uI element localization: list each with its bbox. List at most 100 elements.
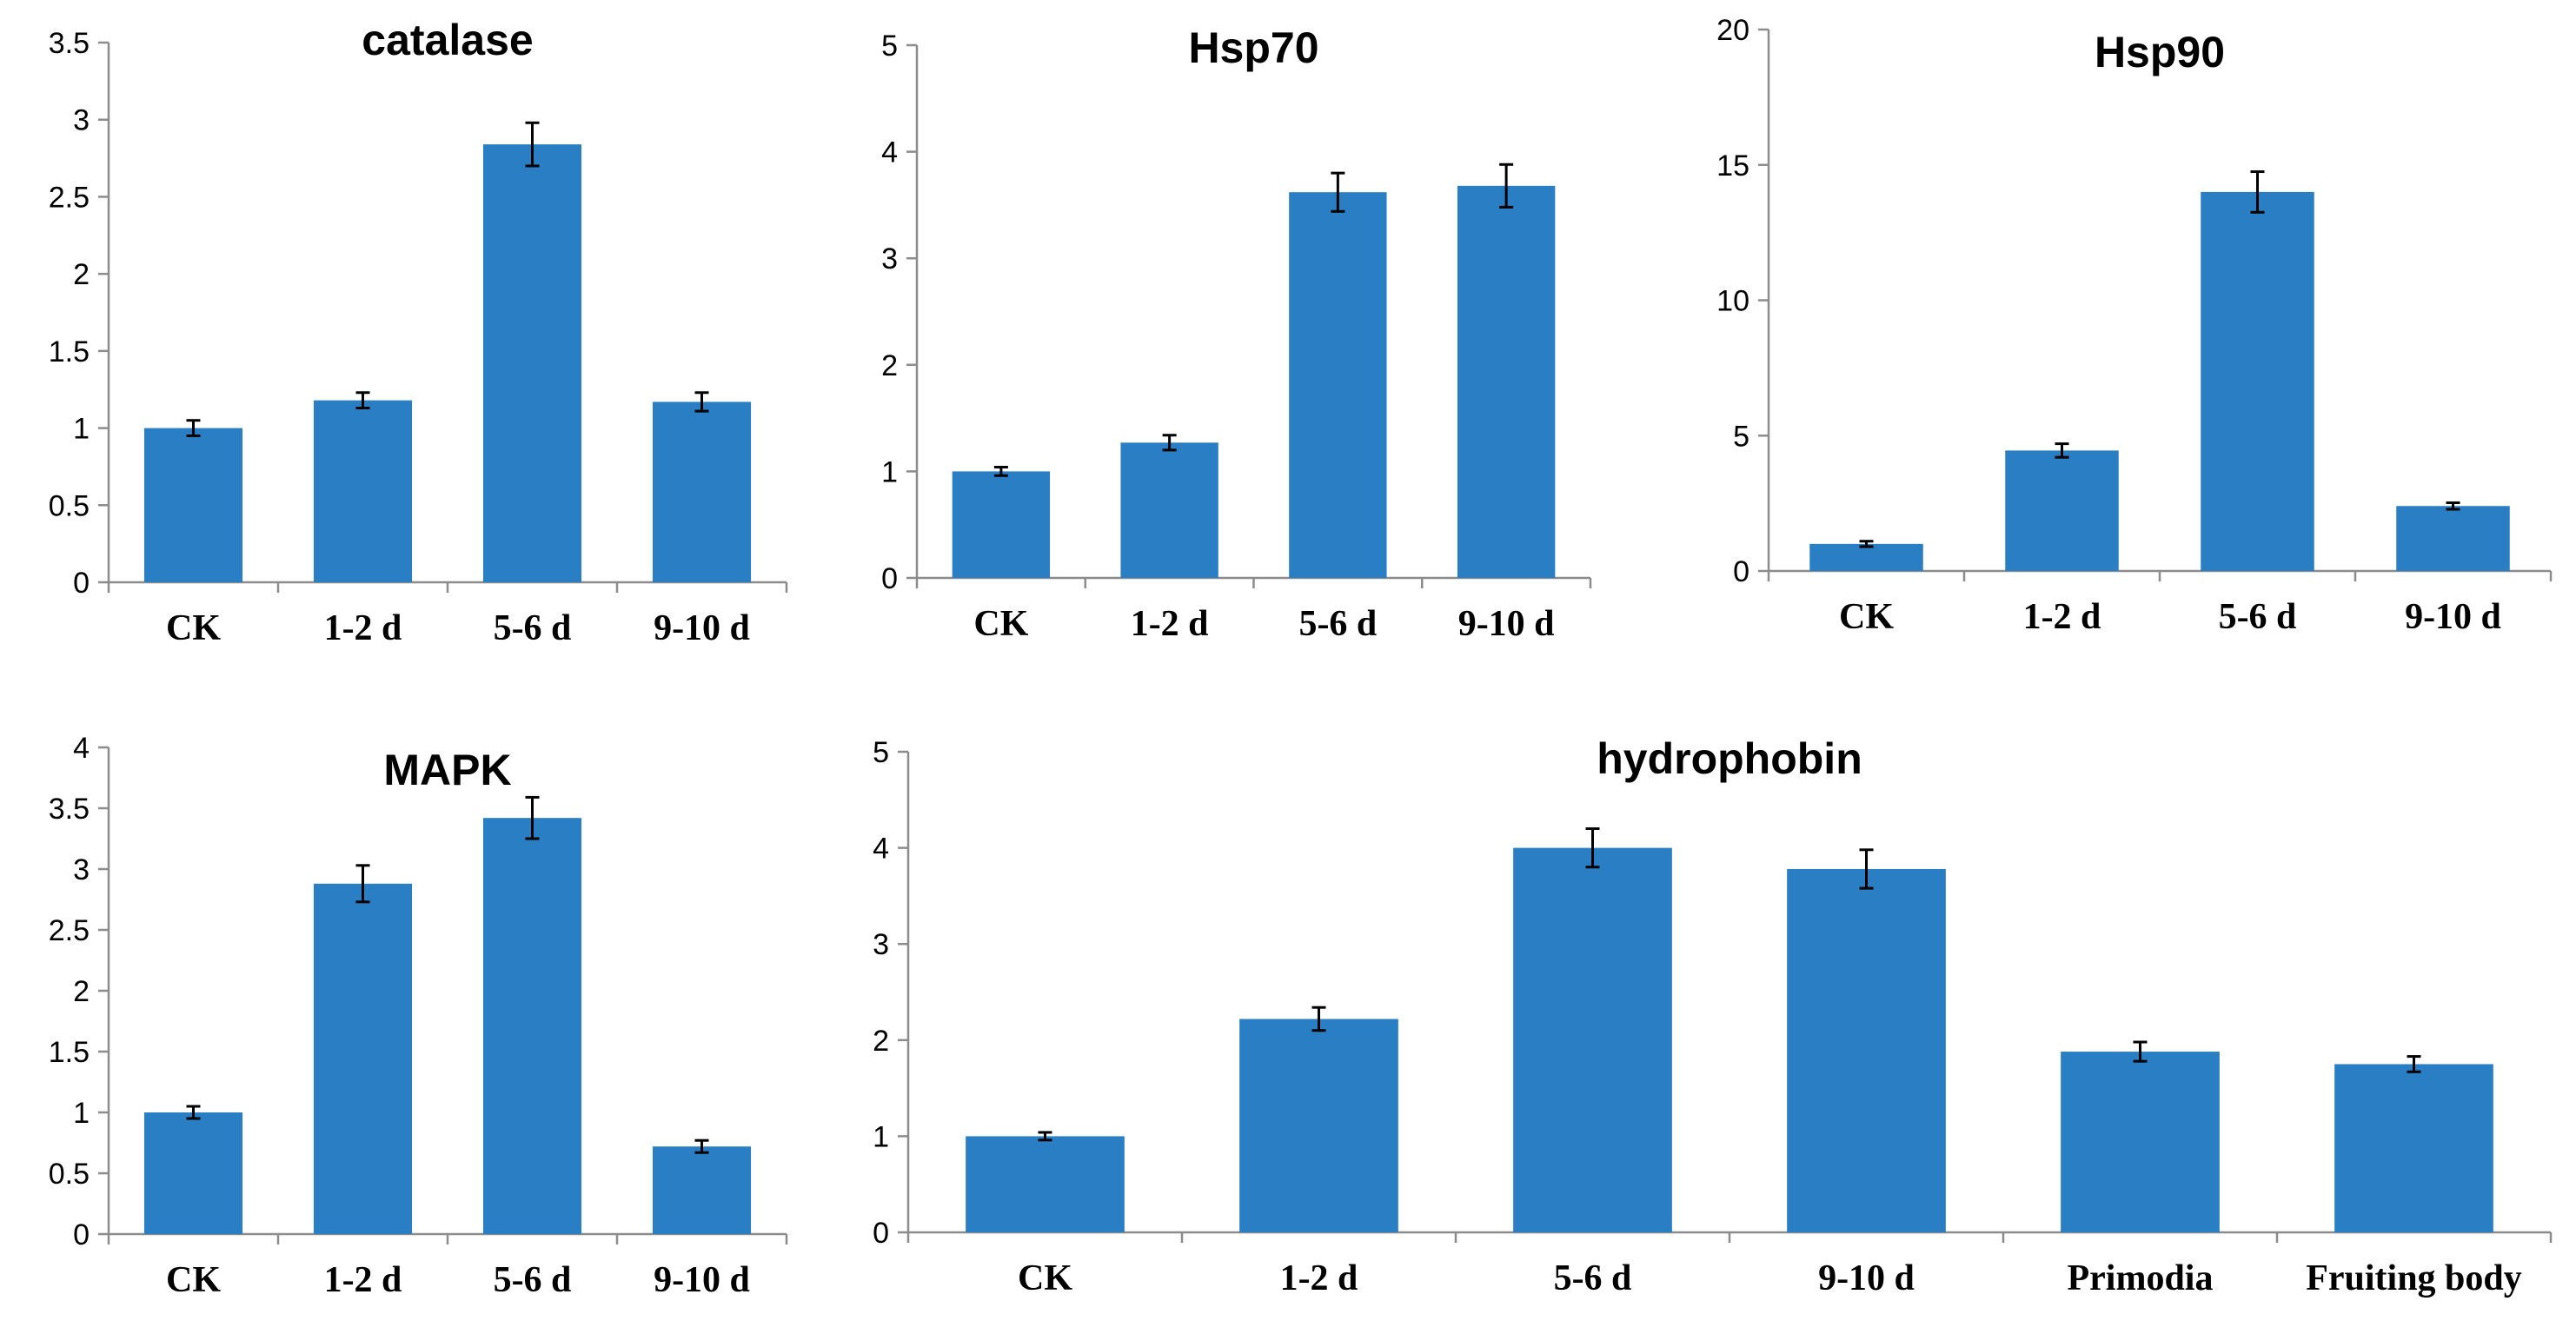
y-tick-label: 4 (73, 732, 90, 765)
bar-hydrophobin-0 (966, 1136, 1125, 1232)
y-tick-label: 0 (1733, 555, 1749, 588)
x-tick-label: CK (166, 1260, 221, 1300)
x-tick-label: 1-2 d (324, 608, 402, 648)
bar-hsp70-1 (1120, 442, 1218, 578)
chart-title: hydrophobin (1597, 734, 1862, 783)
y-tick-label: 1 (73, 1097, 90, 1130)
bar-mapk-2 (482, 818, 582, 1234)
bar-hydrophobin-2 (1513, 847, 1672, 1232)
chart-title: Hsp70 (1188, 23, 1318, 72)
error-bar (355, 391, 370, 410)
bar-hydrophobin-1 (1239, 1019, 1398, 1232)
bar-catalase-2 (482, 144, 582, 583)
bar-catalase-1 (313, 400, 413, 582)
y-tick-label: 2 (873, 1025, 889, 1058)
x-tick-label: 9-10 d (1458, 604, 1555, 644)
error-bar (1311, 1006, 1326, 1032)
y-tick-label: 2 (881, 349, 898, 382)
chart-mapk: MAPK 0 0.5 1 1.5 2 2.5 3 3.5 4 CK 1-2 d 5-6 d 9-10 d (49, 732, 788, 1300)
bar-mapk-1 (313, 883, 413, 1234)
error-bar (1859, 848, 1874, 890)
chart-title: catalase (362, 16, 533, 64)
y-tick-label: 4 (873, 833, 889, 866)
x-tick-label: CK (1839, 597, 1894, 637)
error-bar (355, 864, 370, 904)
error-bar (2407, 1055, 2421, 1073)
error-bar (2250, 170, 2265, 214)
y-tick-label: 5 (873, 736, 889, 769)
bar-mapk-0 (143, 1112, 243, 1234)
x-tick-label: CK (166, 608, 221, 648)
y-tick-label: 2.5 (49, 914, 90, 947)
y-tick-label: 0 (73, 1218, 90, 1251)
y-tick-label: 0 (873, 1217, 889, 1250)
x-tick-label: 9-10 d (2405, 597, 2501, 637)
y-tick-label: 5 (881, 30, 898, 63)
bar-hsp90-0 (1809, 543, 1923, 571)
bar-hsp70-2 (1289, 192, 1387, 579)
bar-hsp70-0 (952, 471, 1051, 578)
y-tick-label: 3.5 (49, 793, 90, 826)
error-bar (2446, 501, 2460, 511)
error-bar (1038, 1131, 1052, 1142)
y-tick-label: 3 (873, 928, 889, 961)
chart-hsp90: Hsp90 0 5 10 15 20 CK 1-2 d 5-6 d 9-10 d (1716, 14, 2553, 637)
y-tick-label: 1.5 (49, 335, 90, 368)
error-bar (694, 391, 709, 413)
bar-hydrophobin-3 (1787, 868, 1946, 1232)
error-bar (186, 419, 201, 437)
y-tick-label: 1 (73, 413, 90, 446)
bar-hsp90-2 (2201, 191, 2314, 571)
error-bar (1585, 826, 1600, 869)
x-tick-label: 5-6 d (1298, 604, 1377, 644)
y-tick-label: 0.5 (49, 1158, 90, 1191)
x-tick-label: CK (1018, 1258, 1072, 1298)
x-tick-label: 5-6 d (494, 608, 572, 648)
y-tick-label: 0.5 (49, 489, 90, 522)
error-bar (2055, 442, 2069, 459)
bar-hsp90-3 (2396, 506, 2510, 571)
chart-title: MAPK (383, 746, 511, 794)
y-tick-label: 2 (73, 975, 90, 1008)
x-tick-label: 1-2 d (2023, 597, 2101, 637)
error-bar (993, 465, 1008, 477)
x-tick-label: 1-2 d (324, 1260, 402, 1300)
error-bar (525, 795, 540, 840)
error-bar (694, 1138, 709, 1154)
y-tick-label: 1 (881, 455, 898, 488)
y-tick-label: 0 (881, 562, 898, 595)
y-tick-label: 0 (73, 567, 90, 600)
bar-hsp90-1 (2005, 450, 2119, 571)
y-tick-label: 5 (1733, 420, 1749, 453)
x-tick-label: 9-10 d (654, 608, 750, 648)
y-tick-label: 15 (1716, 149, 1749, 183)
x-tick-label: 1-2 d (1280, 1258, 1358, 1298)
x-tick-label: 5-6 d (1554, 1258, 1632, 1298)
bar-mapk-3 (652, 1146, 752, 1234)
y-tick-label: 3.5 (49, 27, 90, 60)
y-tick-label: 10 (1716, 285, 1749, 318)
y-tick-label: 20 (1716, 14, 1749, 47)
y-tick-label: 2 (73, 258, 90, 291)
x-tick-label: 5-6 d (2219, 597, 2297, 637)
y-tick-label: 2.5 (49, 181, 90, 214)
chart-catalase: catalase 0 0.5 1 1.5 2 2.5 3 3.5 CK 1-2 d 5-6 d 9-10… (49, 16, 788, 648)
bar-hsp70-3 (1457, 185, 1556, 578)
y-tick-label: 3 (73, 104, 90, 137)
y-tick-label: 1.5 (49, 1036, 90, 1069)
bar-hydrophobin-4 (2061, 1052, 2220, 1232)
x-tick-label: Fruiting body (2306, 1258, 2522, 1298)
error-bar (2133, 1040, 2148, 1063)
x-tick-label: Primodia (2068, 1258, 2214, 1298)
bar-catalase-0 (143, 428, 243, 582)
x-tick-label: 1-2 d (1131, 604, 1209, 644)
error-bar (525, 121, 540, 168)
y-tick-label: 3 (73, 853, 90, 886)
error-bar (186, 1105, 201, 1120)
error-bar (1162, 434, 1177, 452)
y-tick-label: 4 (881, 136, 898, 169)
bar-catalase-3 (652, 402, 752, 582)
error-bar (1331, 171, 1345, 213)
error-bar (1859, 540, 1874, 548)
x-tick-label: 9-10 d (1818, 1258, 1915, 1298)
